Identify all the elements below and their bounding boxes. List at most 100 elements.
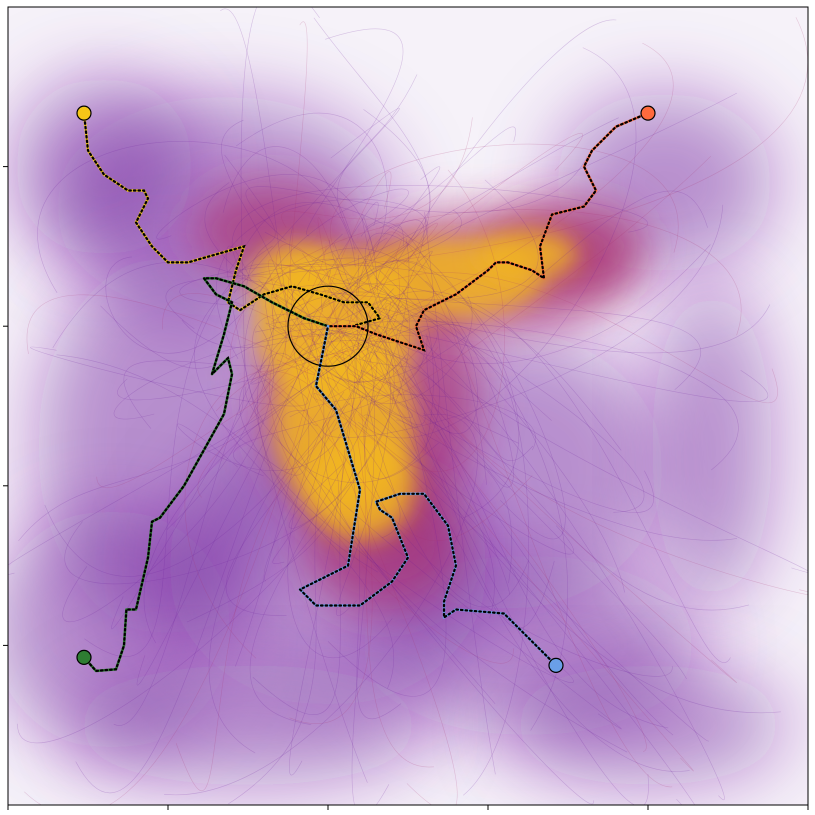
trajectory-fiber (166, 293, 274, 530)
trajectory-fiber (372, 290, 731, 663)
trajectory-fiber (301, 316, 769, 403)
trajectory-fiber (84, 245, 273, 657)
trajectory-fiber (18, 349, 347, 542)
trajectory-fiber (56, 354, 310, 476)
trajectory-fiber (30, 346, 309, 407)
trajectory-fiber (356, 237, 529, 608)
trajectory-fiber (376, 243, 808, 573)
trajectory-fiber (335, 190, 708, 382)
trajectory-fiber (75, 260, 427, 794)
trajectory-fiber (281, 117, 473, 228)
trajectory-fiber (330, 273, 738, 684)
trajectory-fiber (245, 386, 622, 730)
trajectory-fiber (394, 297, 702, 391)
trajectory-fiber (362, 337, 555, 629)
trajectory-fiber (325, 323, 401, 539)
trajectory-fiber (236, 112, 388, 324)
highlighted-paths-layer (82, 111, 650, 673)
trajectory-fiber (302, 244, 711, 364)
trajectory-fiber (162, 293, 381, 391)
trajectory-fiber (194, 276, 395, 689)
trajectory-fiber (204, 182, 408, 360)
trajectory-fiber (268, 259, 458, 805)
start-marker-2 (76, 649, 92, 665)
trajectory-fiber (235, 179, 539, 300)
trajectory-fiber (323, 327, 534, 461)
trajectory-fiber (221, 119, 288, 398)
trajectory-fiber (360, 221, 487, 485)
trajectory-fiber (228, 361, 402, 805)
trajectory-fiber (333, 285, 391, 617)
trajectory-fiber (136, 224, 404, 686)
trajectory-fiber (289, 217, 373, 724)
trajectory-fiber (324, 327, 390, 805)
trajectory-fiber (37, 141, 356, 293)
trajectory-fiber (382, 232, 673, 788)
trajectory-fiber (113, 353, 307, 726)
trajectory-fiber (358, 47, 637, 439)
trajectory-fiber (123, 285, 314, 429)
trajectory-fiber (175, 421, 349, 792)
path-dots-0 (82, 112, 382, 328)
trajectory-fiber (244, 188, 409, 425)
trajectory-fiber (250, 132, 584, 418)
trajectory-fiber (340, 301, 426, 426)
trajectory-fiber (251, 222, 438, 405)
trajectory-fiber (284, 21, 308, 360)
trajectory-fiber (351, 303, 669, 729)
trajectory-fiber (251, 258, 409, 328)
trajectory-fiber (111, 269, 331, 630)
trajectory-fiber (208, 250, 433, 754)
trajectory-fiber (220, 8, 319, 426)
trajectory-fiber (239, 366, 574, 684)
trajectory-fiber (285, 282, 622, 451)
trajectory-fiber (236, 7, 320, 416)
trajectory-fiber (254, 322, 414, 368)
trajectory-fiber (281, 410, 496, 704)
start-marker-0 (76, 105, 92, 121)
path-dots-3 (298, 325, 558, 667)
trajectory-fiber (424, 212, 496, 775)
trajectory-fiber (251, 299, 469, 385)
trajectory-fiber (327, 377, 738, 541)
trajectory-fiber (321, 290, 674, 736)
trajectory-fiber (177, 394, 364, 471)
trajectory-fiber (328, 239, 687, 680)
trajectory-density-layer (8, 7, 808, 805)
trajectory-fiber (289, 268, 408, 383)
trajectory-fiber (371, 155, 712, 406)
trajectory-fiber (311, 247, 514, 488)
trajectory-fiber (424, 380, 808, 596)
path-dots-2 (82, 277, 330, 673)
trajectory-fiber (313, 393, 710, 742)
trajectory-fiber (215, 256, 400, 412)
trajectory-fiber (271, 289, 340, 391)
trajectory-fiber (337, 74, 418, 323)
trajectory-fiber (277, 287, 771, 354)
density-blob-low (14, 76, 194, 257)
density-blob-high (478, 229, 578, 280)
trajectory-fiber (235, 257, 434, 451)
trajectory-fiber (224, 154, 276, 310)
plot-frame (7, 6, 809, 806)
trajectory-fiber (318, 295, 473, 404)
density-blob-low (652, 285, 772, 606)
trajectory-fiber (186, 376, 339, 623)
trajectory-fiber (360, 370, 519, 444)
goal-layer (287, 285, 369, 367)
start-marker-3 (548, 657, 564, 673)
trajectory-fiber (379, 126, 516, 229)
trajectory-fiber (197, 239, 402, 498)
trajectory-fiber (308, 266, 439, 384)
trajectory-fiber (272, 320, 325, 564)
trajectory-fiber (113, 333, 388, 420)
trajectory-fiber (330, 143, 679, 253)
trajectory-fiber (275, 243, 353, 309)
trajectory-fiber (299, 255, 394, 362)
trajectory-fiber (315, 286, 424, 491)
trajectory-fiber (334, 355, 654, 513)
density-blob-low (68, 665, 428, 786)
trajectory-fiber (233, 107, 400, 294)
trajectory-fiber (361, 351, 439, 480)
